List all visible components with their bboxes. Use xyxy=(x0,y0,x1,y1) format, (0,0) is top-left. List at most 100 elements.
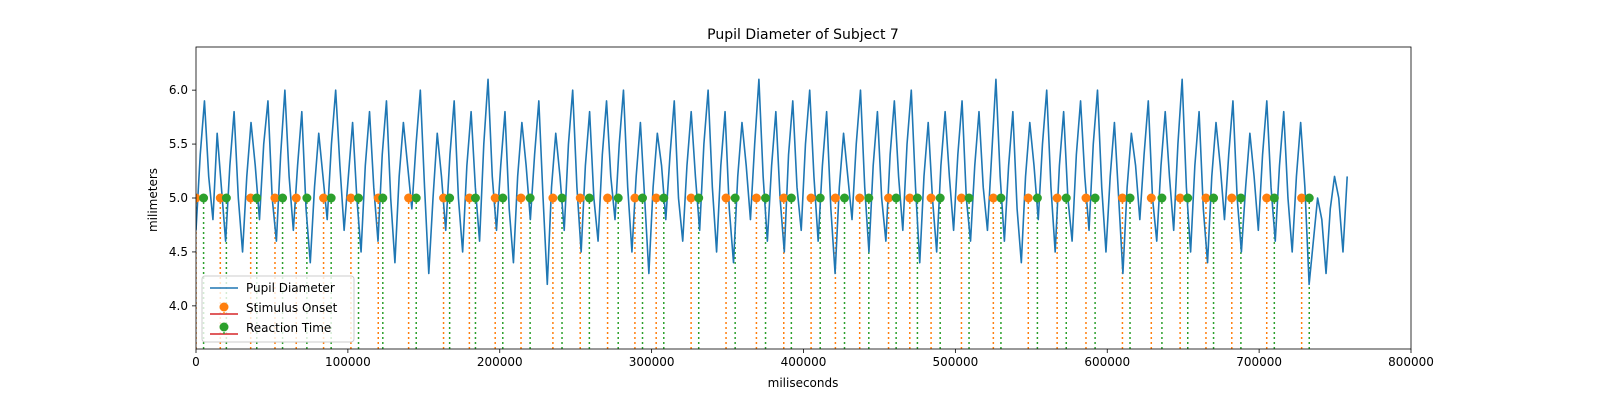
reaction-time-marker-13 xyxy=(557,193,567,203)
stimulus-onset-marker-39 xyxy=(1297,193,1307,203)
reaction-time-marker-37 xyxy=(1236,193,1246,203)
reaction-time-marker-34 xyxy=(1157,193,1167,203)
x-axis-title: miliseconds xyxy=(768,376,839,390)
reaction-time-marker-39 xyxy=(1304,193,1314,203)
reaction-time-marker-20 xyxy=(761,193,771,203)
reaction-time-marker-21 xyxy=(786,193,796,203)
stimulus-onset-marker-37 xyxy=(1227,193,1237,203)
legend-stimulus-marker xyxy=(219,302,229,312)
reaction-time-marker-2 xyxy=(252,193,262,203)
stimulus-onset-marker-13 xyxy=(548,193,558,203)
reaction-time-marker-12 xyxy=(525,193,535,203)
reaction-time-marker-33 xyxy=(1125,193,1135,203)
stimulus-onset-marker-23 xyxy=(830,193,840,203)
reaction-time-marker-35 xyxy=(1183,193,1193,203)
legend-label-reaction: Reaction Time xyxy=(246,321,331,335)
reaction-time-marker-16 xyxy=(638,193,648,203)
reaction-time-marker-25 xyxy=(891,193,901,203)
reaction-time-marker-38 xyxy=(1269,193,1279,203)
stimulus-onset-marker-30 xyxy=(1023,193,1033,203)
legend-box xyxy=(201,275,355,343)
stimulus-onset-marker-16 xyxy=(630,193,640,203)
stimulus-onset-marker-34 xyxy=(1146,193,1156,203)
stimulus-onset-marker-3 xyxy=(270,193,280,203)
y-tick-label-0: 4.0 xyxy=(169,299,188,313)
stimulus-onset-marker-6 xyxy=(346,193,356,203)
reaction-time-marker-27 xyxy=(935,193,945,203)
axes: 0 100000 200000 300000 400000 500000 600000 700… xyxy=(169,46,1434,369)
event-markers xyxy=(196,193,1314,203)
reaction-time-marker-6 xyxy=(354,193,364,203)
legend: Pupil Diameter Stimulus Onset Reaction Tim… xyxy=(201,275,355,343)
stimulus-onset-marker-4 xyxy=(291,193,301,203)
x-tick-label-2: 200000 xyxy=(477,355,523,369)
x-tick-label-5: 500000 xyxy=(932,355,978,369)
stimulus-onset-marker-20 xyxy=(751,193,761,203)
stimulus-onset-marker-15 xyxy=(603,193,613,203)
reaction-time-marker-24 xyxy=(864,193,874,203)
plot-content xyxy=(196,78,1349,349)
x-tick-label-1: 100000 xyxy=(325,355,371,369)
stimulus-onset-marker-0 xyxy=(196,193,201,203)
stimulus-onset-marker-31 xyxy=(1052,193,1062,203)
reaction-time-marker-3 xyxy=(278,193,288,203)
stimulus-onset-marker-35 xyxy=(1175,193,1185,203)
reaction-time-marker-31 xyxy=(1061,193,1071,203)
reaction-time-marker-29 xyxy=(996,193,1006,203)
stimulus-onset-marker-17 xyxy=(651,193,661,203)
reaction-time-marker-15 xyxy=(613,193,623,203)
x-tick-label-4: 400000 xyxy=(781,355,827,369)
stimulus-onset-marker-14 xyxy=(575,193,585,203)
reaction-time-marker-0 xyxy=(199,193,209,203)
x-tick-label-8: 800000 xyxy=(1388,355,1434,369)
y-tick-label-1: 4.5 xyxy=(169,245,188,259)
stimulus-onset-marker-21 xyxy=(779,193,789,203)
x-tick-label-6: 600000 xyxy=(1084,355,1130,369)
reaction-time-marker-30 xyxy=(1032,193,1042,203)
legend-label-pupil: Pupil Diameter xyxy=(246,281,335,295)
reaction-time-marker-1 xyxy=(221,193,231,203)
reaction-time-marker-10 xyxy=(470,193,480,203)
legend-label-stimulus: Stimulus Onset xyxy=(246,301,338,315)
reaction-time-marker-36 xyxy=(1209,193,1219,203)
reaction-time-marker-5 xyxy=(326,193,336,203)
stimulus-onset-marker-8 xyxy=(404,193,414,203)
reaction-time-marker-14 xyxy=(584,193,594,203)
reaction-time-marker-4 xyxy=(302,193,312,203)
chart-title: Pupil Diameter of Subject 7 xyxy=(707,27,899,43)
y-tick-label-3: 5.5 xyxy=(169,137,188,151)
stimulus-onset-marker-24 xyxy=(855,193,865,203)
reaction-time-marker-26 xyxy=(912,193,922,203)
pupil-diameter-line xyxy=(196,78,1349,286)
stimulus-onset-marker-19 xyxy=(721,193,731,203)
legend-reaction-marker xyxy=(219,322,229,332)
reaction-time-marker-17 xyxy=(659,193,669,203)
stimulus-onset-marker-11 xyxy=(490,193,500,203)
stimulus-onset-marker-27 xyxy=(926,193,936,203)
stimulus-onset-marker-12 xyxy=(516,193,526,203)
stimulus-onset-marker-33 xyxy=(1117,193,1127,203)
stimulus-onset-marker-5 xyxy=(319,193,329,203)
x-tick-label-7: 700000 xyxy=(1236,355,1282,369)
stimulus-onset-marker-18 xyxy=(686,193,696,203)
stimulus-onset-marker-32 xyxy=(1081,193,1091,203)
reaction-time-marker-19 xyxy=(730,193,740,203)
reaction-time-marker-32 xyxy=(1090,193,1100,203)
reaction-time-marker-23 xyxy=(840,193,850,203)
y-tick-label-2: 5.0 xyxy=(169,191,188,205)
stimulus-onset-marker-26 xyxy=(905,193,915,203)
reaction-time-marker-8 xyxy=(411,193,421,203)
x-tick-label-3: 300000 xyxy=(629,355,675,369)
reaction-time-marker-9 xyxy=(445,193,455,203)
reaction-time-marker-11 xyxy=(498,193,508,203)
stimulus-onset-marker-25 xyxy=(884,193,894,203)
stimulus-onset-marker-22 xyxy=(806,193,816,203)
y-axis-title: milimeters xyxy=(146,168,160,232)
reaction-time-marker-28 xyxy=(964,193,974,203)
stimulus-onset-marker-36 xyxy=(1201,193,1211,203)
reaction-time-marker-7 xyxy=(378,193,388,203)
x-tick-label-0: 0 xyxy=(192,355,200,369)
stimulus-onset-marker-29 xyxy=(988,193,998,203)
reaction-time-marker-18 xyxy=(694,193,704,203)
